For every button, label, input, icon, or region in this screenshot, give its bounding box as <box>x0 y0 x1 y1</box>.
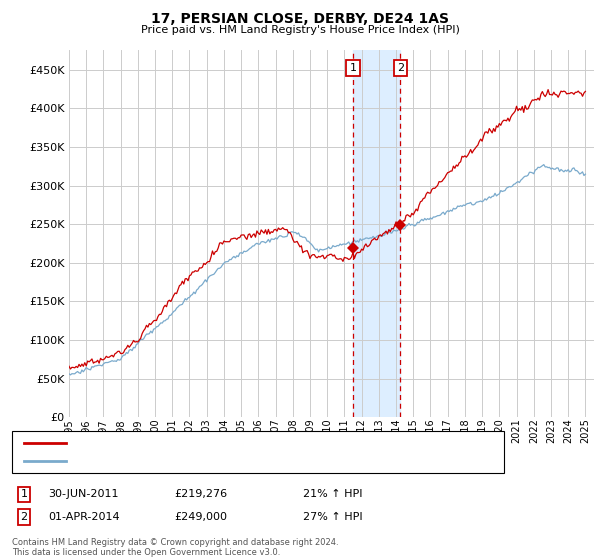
Text: 01-APR-2014: 01-APR-2014 <box>48 512 119 522</box>
Text: £219,276: £219,276 <box>174 489 227 500</box>
Text: 1: 1 <box>20 489 28 500</box>
Text: 2: 2 <box>397 63 404 73</box>
Text: 17, PERSIAN CLOSE, DERBY, DE24 1AS: 17, PERSIAN CLOSE, DERBY, DE24 1AS <box>151 12 449 26</box>
Text: 1: 1 <box>350 63 356 73</box>
Text: 30-JUN-2011: 30-JUN-2011 <box>48 489 119 500</box>
Text: 21% ↑ HPI: 21% ↑ HPI <box>303 489 362 500</box>
Text: 17, PERSIAN CLOSE, DERBY, DE24 1AS (detached house): 17, PERSIAN CLOSE, DERBY, DE24 1AS (deta… <box>72 438 367 448</box>
Text: HPI: Average price, detached house, City of Derby: HPI: Average price, detached house, City… <box>72 456 334 466</box>
Text: Price paid vs. HM Land Registry's House Price Index (HPI): Price paid vs. HM Land Registry's House … <box>140 25 460 35</box>
Bar <box>353 50 400 417</box>
Text: 2: 2 <box>20 512 28 522</box>
Text: £249,000: £249,000 <box>174 512 227 522</box>
Text: Contains HM Land Registry data © Crown copyright and database right 2024.
This d: Contains HM Land Registry data © Crown c… <box>12 538 338 557</box>
Text: 27% ↑ HPI: 27% ↑ HPI <box>303 512 362 522</box>
